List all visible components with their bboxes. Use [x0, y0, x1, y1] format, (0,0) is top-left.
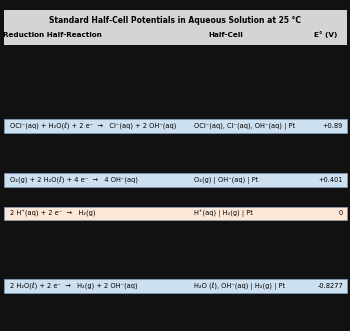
- Text: OCl⁻(aq) + H₂O(ℓ) + 2 e⁻  →   Cl⁻(aq) + 2 OH⁻(aq): OCl⁻(aq) + H₂O(ℓ) + 2 e⁻ → Cl⁻(aq) + 2 O…: [10, 123, 177, 130]
- Text: -0.8277: -0.8277: [317, 283, 343, 289]
- Text: 0: 0: [339, 211, 343, 216]
- Text: +0.401: +0.401: [318, 177, 343, 183]
- Bar: [4, 10, 346, 45]
- Bar: [4, 279, 346, 293]
- Text: O₂(g) + 2 H₂O(ℓ) + 4 e⁻  →   4 OH⁻(aq): O₂(g) + 2 H₂O(ℓ) + 4 e⁻ → 4 OH⁻(aq): [10, 177, 139, 184]
- Text: +0.89: +0.89: [323, 123, 343, 129]
- Text: OCl⁻(aq), Cl⁻(aq), OH⁻(aq) | Pt: OCl⁻(aq), Cl⁻(aq), OH⁻(aq) | Pt: [194, 123, 295, 130]
- Text: Standard Half-Cell Potentials in Aqueous Solution at 25 °C: Standard Half-Cell Potentials in Aqueous…: [49, 16, 301, 25]
- Text: O₂(g) | OH⁻(aq) | Pt: O₂(g) | OH⁻(aq) | Pt: [194, 177, 259, 184]
- Bar: [4, 119, 346, 133]
- Text: H⁺(aq) | H₂(g) | Pt: H⁺(aq) | H₂(g) | Pt: [194, 210, 253, 217]
- Text: 2 H₂O(ℓ) + 2 e⁻  →   H₂(g) + 2 OH⁻(aq): 2 H₂O(ℓ) + 2 e⁻ → H₂(g) + 2 OH⁻(aq): [10, 283, 138, 290]
- Text: 2 H⁺(aq) + 2 e⁻  →   H₂(g): 2 H⁺(aq) + 2 e⁻ → H₂(g): [10, 210, 96, 217]
- Bar: [4, 173, 346, 187]
- Text: Reduction Half-Reaction: Reduction Half-Reaction: [3, 32, 102, 38]
- Text: E° (V): E° (V): [314, 31, 337, 38]
- Text: H₂O (ℓ), OH⁻(aq) | H₂(g) | Pt: H₂O (ℓ), OH⁻(aq) | H₂(g) | Pt: [194, 283, 285, 290]
- Bar: [4, 207, 346, 220]
- Text: Half-Cell: Half-Cell: [208, 32, 243, 38]
